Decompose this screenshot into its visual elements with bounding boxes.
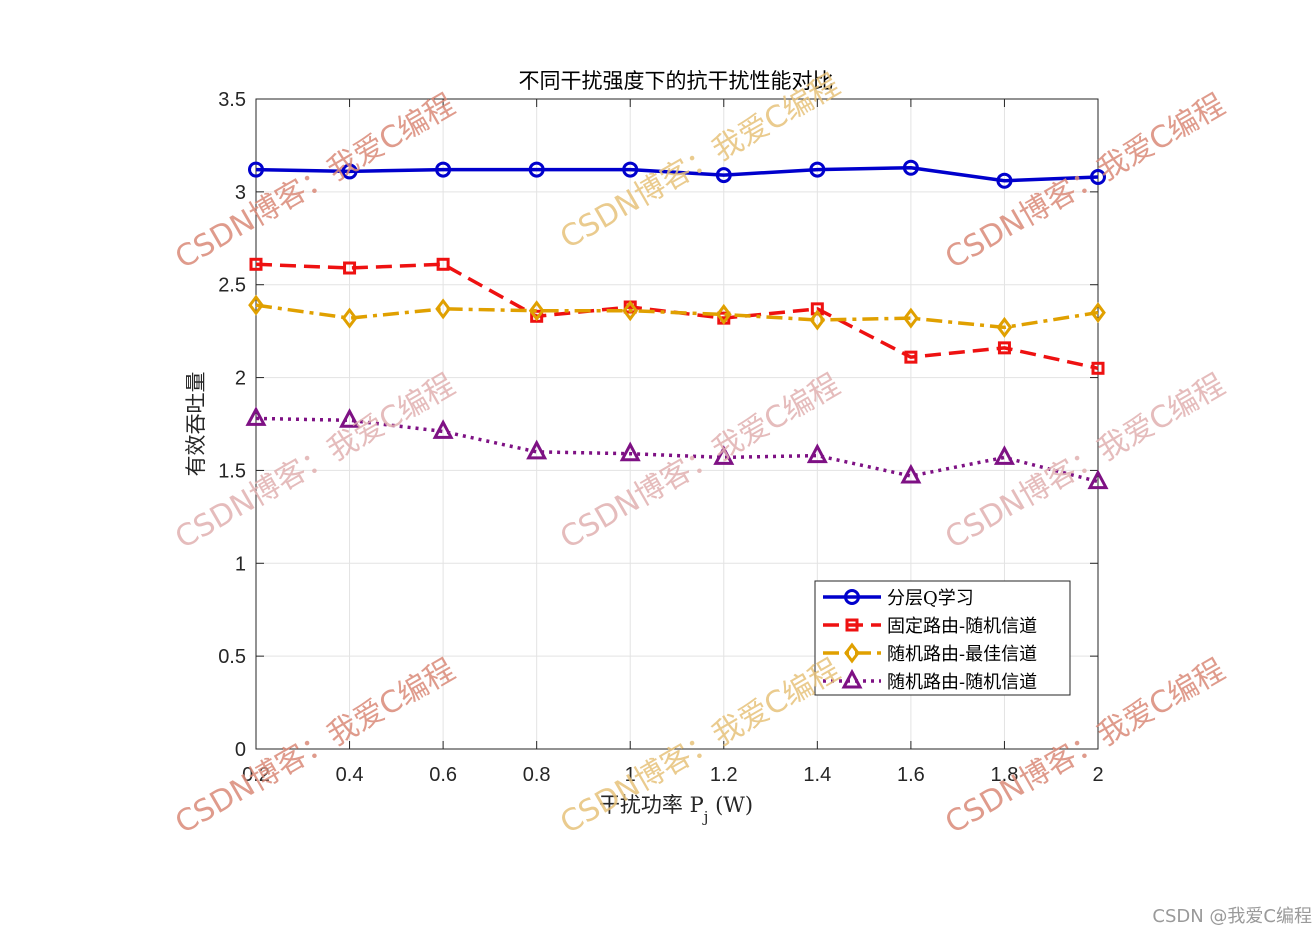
series-1-marker xyxy=(1090,169,1106,185)
series-3-marker xyxy=(996,316,1013,338)
series-3 xyxy=(248,294,1106,338)
series-3-marker xyxy=(715,303,732,325)
y-tick-label: 3 xyxy=(235,182,246,204)
legend-marker-2 xyxy=(845,618,859,632)
series-3-marker xyxy=(248,294,264,316)
series-2-marker xyxy=(530,309,544,323)
series-2-marker xyxy=(436,257,450,271)
y-axis-label: 有效吞吐量 xyxy=(184,372,208,477)
series-1-marker xyxy=(715,167,732,184)
series-3-marker xyxy=(622,300,639,322)
x-tick-label: 1.4 xyxy=(803,764,831,786)
y-tick-label: 1.5 xyxy=(218,460,246,482)
series-2-marker xyxy=(1091,361,1105,375)
legend-label-4: 随机路由-随机信道 xyxy=(887,672,1037,693)
y-tick-label: 2.5 xyxy=(218,275,246,297)
series-3-marker xyxy=(1090,302,1106,324)
y-tick-label: 1 xyxy=(235,553,246,575)
series-1-marker xyxy=(528,161,545,178)
series-4-marker xyxy=(339,408,361,428)
series-1-marker xyxy=(996,172,1013,189)
legend-marker-1 xyxy=(844,589,860,605)
x-tick-label: 1.6 xyxy=(897,764,925,786)
x-axis-label-unit: (W) xyxy=(708,793,753,817)
series-4-marker xyxy=(432,419,454,439)
legend-label-3: 随机路由-最佳信道 xyxy=(887,644,1037,665)
series-2-marker xyxy=(997,341,1011,355)
y-tick-label: 3.5 xyxy=(218,89,246,111)
series-3-marker xyxy=(903,307,919,329)
x-tick-label: 0.2 xyxy=(242,764,270,786)
series-1-line xyxy=(255,165,1099,183)
series-1-marker xyxy=(809,161,826,178)
x-tick-label: 1.2 xyxy=(710,764,738,786)
series-1-marker xyxy=(622,161,639,178)
series-4-marker xyxy=(713,445,735,465)
chart-title: 不同干扰强度下的抗干扰性能对比 xyxy=(519,69,834,93)
legend-label-2: 固定路由-随机信道 xyxy=(887,616,1037,637)
series-4-marker xyxy=(619,441,641,462)
series-4-marker xyxy=(993,445,1015,465)
series-1-marker xyxy=(248,161,264,178)
y-tick-label: 0.5 xyxy=(218,646,246,668)
legend-label-1: 分层Q学习 xyxy=(887,588,974,609)
series-4-marker xyxy=(245,406,267,426)
legend-marker-3 xyxy=(844,642,860,664)
series-4-marker xyxy=(526,439,548,460)
series-4-marker xyxy=(806,443,828,464)
series-2-marker xyxy=(249,257,263,271)
x-axis-label-main: 干扰功率 P xyxy=(599,793,704,817)
x-tick-label: 0.4 xyxy=(336,764,364,786)
x-axis-label: 干扰功率 Pj (W) xyxy=(599,793,753,826)
legend-marker-4 xyxy=(841,668,863,689)
series-2-marker xyxy=(904,350,918,364)
x-tick-label: 0.6 xyxy=(429,764,457,786)
series-3-marker xyxy=(528,300,545,322)
series-1 xyxy=(248,159,1106,189)
x-tick-label: 1 xyxy=(625,764,636,786)
credit-text: CSDN @我爱C编程 xyxy=(1152,906,1312,927)
x-tick-label: 2 xyxy=(1092,764,1103,786)
x-axis-label-subscript: j xyxy=(702,808,709,826)
y-tick-label: 2 xyxy=(235,368,246,390)
series-3-line xyxy=(255,303,1099,330)
series-4-marker xyxy=(900,463,922,484)
x-tick-label: 1.8 xyxy=(991,764,1019,786)
x-tick-label: 0.8 xyxy=(523,764,551,786)
series-3-marker xyxy=(809,309,826,331)
series-1-marker xyxy=(435,161,452,178)
series-2-marker xyxy=(343,261,357,275)
series-3-marker xyxy=(341,307,358,329)
series-1-marker xyxy=(902,159,919,176)
series-1-marker xyxy=(341,163,358,180)
series-4 xyxy=(245,406,1109,490)
series-4-marker xyxy=(1087,469,1109,490)
y-tick-label: 0 xyxy=(235,739,246,761)
series-3-marker xyxy=(435,298,451,320)
